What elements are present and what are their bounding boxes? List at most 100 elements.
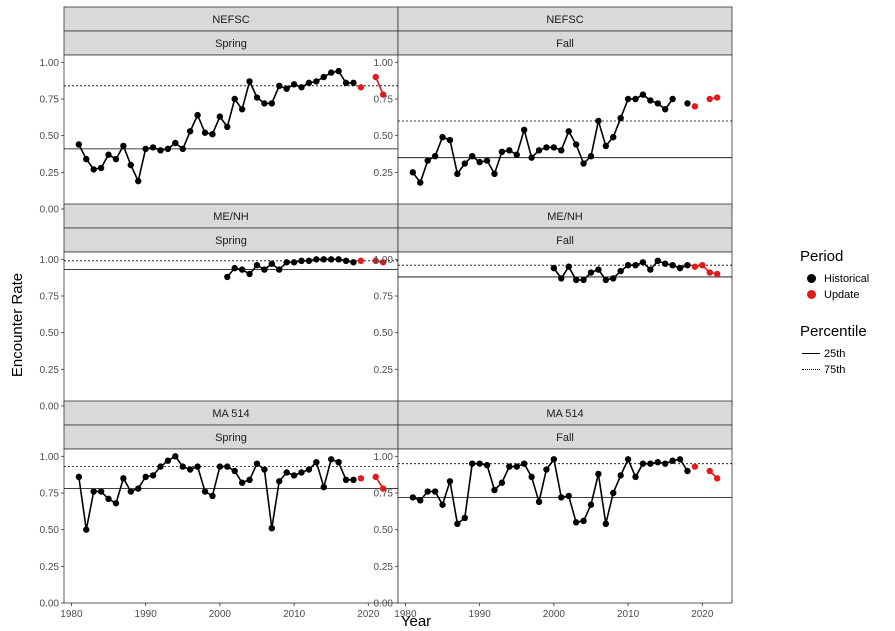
- data-point-update: [706, 95, 713, 103]
- strip-season-label: Fall: [556, 38, 574, 50]
- data-point-historical: [520, 126, 528, 133]
- data-point-historical: [276, 478, 283, 485]
- data-point-historical: [253, 460, 261, 467]
- strip-survey-label: NEFSC: [546, 14, 583, 26]
- data-point-historical: [506, 463, 513, 470]
- data-point-update: [372, 73, 379, 81]
- y-tick-label: 0.50: [40, 328, 60, 339]
- data-point-historical: [209, 131, 216, 138]
- strip-season-label: Fall: [556, 432, 574, 444]
- data-point-historical: [105, 495, 112, 503]
- data-point-historical: [639, 91, 647, 98]
- plot-area: [63, 54, 399, 210]
- data-point-historical: [528, 154, 535, 161]
- data-point-historical: [120, 142, 127, 150]
- data-point-historical: [97, 164, 105, 172]
- data-point-historical: [276, 266, 283, 273]
- data-point-update: [372, 257, 379, 264]
- data-point-historical: [186, 128, 194, 135]
- data-point-historical: [602, 142, 610, 150]
- data-point-historical: [558, 147, 565, 154]
- data-point-historical: [446, 136, 454, 144]
- data-point-historical: [342, 79, 350, 87]
- data-point-historical: [246, 270, 253, 278]
- strip-survey: [63, 6, 399, 32]
- data-point-historical: [624, 456, 632, 463]
- strip-survey-label: ME/NH: [547, 211, 583, 223]
- data-point-historical: [313, 256, 320, 263]
- y-tick-label: 1.00: [40, 255, 60, 266]
- data-point-historical: [565, 492, 572, 500]
- data-point-historical: [409, 494, 417, 501]
- data-point-historical: [268, 100, 276, 107]
- y-tick-label: 0.25: [40, 562, 60, 573]
- data-point-historical: [172, 453, 179, 460]
- data-point-historical: [157, 147, 164, 154]
- x-tick-label: 2020: [357, 609, 380, 620]
- panel-nefsc-spring: NEFSC Spring 0.00 0.25 0.50 0.75 1.00: [40, 6, 399, 216]
- data-point-historical: [201, 488, 209, 495]
- strip-survey: [397, 203, 733, 229]
- data-point-historical: [669, 457, 676, 464]
- data-point-historical: [431, 153, 439, 160]
- data-point-historical: [231, 467, 238, 475]
- data-point-update: [691, 103, 699, 110]
- data-point-historical: [439, 501, 446, 508]
- data-point-historical: [142, 145, 149, 153]
- dotted-line-icon: [802, 369, 820, 370]
- data-point-historical: [216, 463, 224, 470]
- data-point-historical: [350, 259, 357, 266]
- y-tick-label: 0.75: [40, 489, 60, 500]
- data-point-historical: [97, 488, 105, 495]
- data-point-update: [706, 269, 713, 276]
- data-point-historical: [662, 106, 669, 113]
- data-point-historical: [328, 256, 335, 263]
- data-point-historical: [112, 155, 120, 163]
- data-point-historical: [350, 79, 357, 87]
- y-axis-label: Encounter Rate: [9, 273, 26, 377]
- data-point-historical: [127, 488, 134, 495]
- data-point-historical: [238, 266, 246, 273]
- x-tick-label: 2010: [617, 609, 640, 620]
- y-tick-label: 0.75: [40, 292, 60, 303]
- data-point-historical: [476, 158, 483, 166]
- data-point-historical: [513, 151, 520, 158]
- data-point-historical: [595, 266, 602, 273]
- legend-item-75th: 75th: [800, 362, 892, 378]
- legend-item-update: Update: [800, 287, 892, 303]
- data-point-historical: [684, 467, 691, 475]
- y-tick-label: 0.25: [374, 562, 394, 573]
- panel-me-nh-spring: ME/NH Spring 0.00 0.25 0.50 0.75 1.00: [40, 203, 399, 413]
- strip-season-label: Spring: [215, 432, 247, 444]
- data-point-historical: [90, 166, 97, 173]
- plot-area: [397, 448, 733, 604]
- data-point-historical: [216, 113, 224, 120]
- data-point-historical: [313, 78, 320, 85]
- data-point-historical: [135, 177, 142, 185]
- data-point-historical: [476, 460, 483, 467]
- data-point-historical: [298, 469, 305, 476]
- x-tick-label: 1990: [469, 609, 492, 620]
- data-point-historical: [639, 460, 647, 467]
- data-point-historical: [268, 260, 276, 267]
- y-tick-label: 0.00: [374, 599, 394, 610]
- data-point-update: [372, 473, 379, 481]
- data-point-historical: [320, 483, 327, 491]
- data-point-update: [691, 263, 699, 270]
- data-point-historical: [164, 457, 172, 464]
- data-point-historical: [224, 273, 231, 281]
- data-point-historical: [135, 485, 142, 492]
- data-point-historical: [558, 275, 565, 282]
- data-point-historical: [535, 147, 543, 154]
- y-tick-label: 1.00: [40, 58, 60, 69]
- data-point-historical: [469, 460, 476, 467]
- data-point-update: [706, 467, 713, 475]
- data-point-historical: [120, 475, 127, 482]
- data-point-historical: [632, 95, 639, 103]
- data-point-historical: [550, 456, 558, 463]
- y-tick-label: 1.00: [40, 452, 60, 463]
- data-point-historical: [565, 128, 572, 135]
- strip-season-label: Fall: [556, 235, 574, 247]
